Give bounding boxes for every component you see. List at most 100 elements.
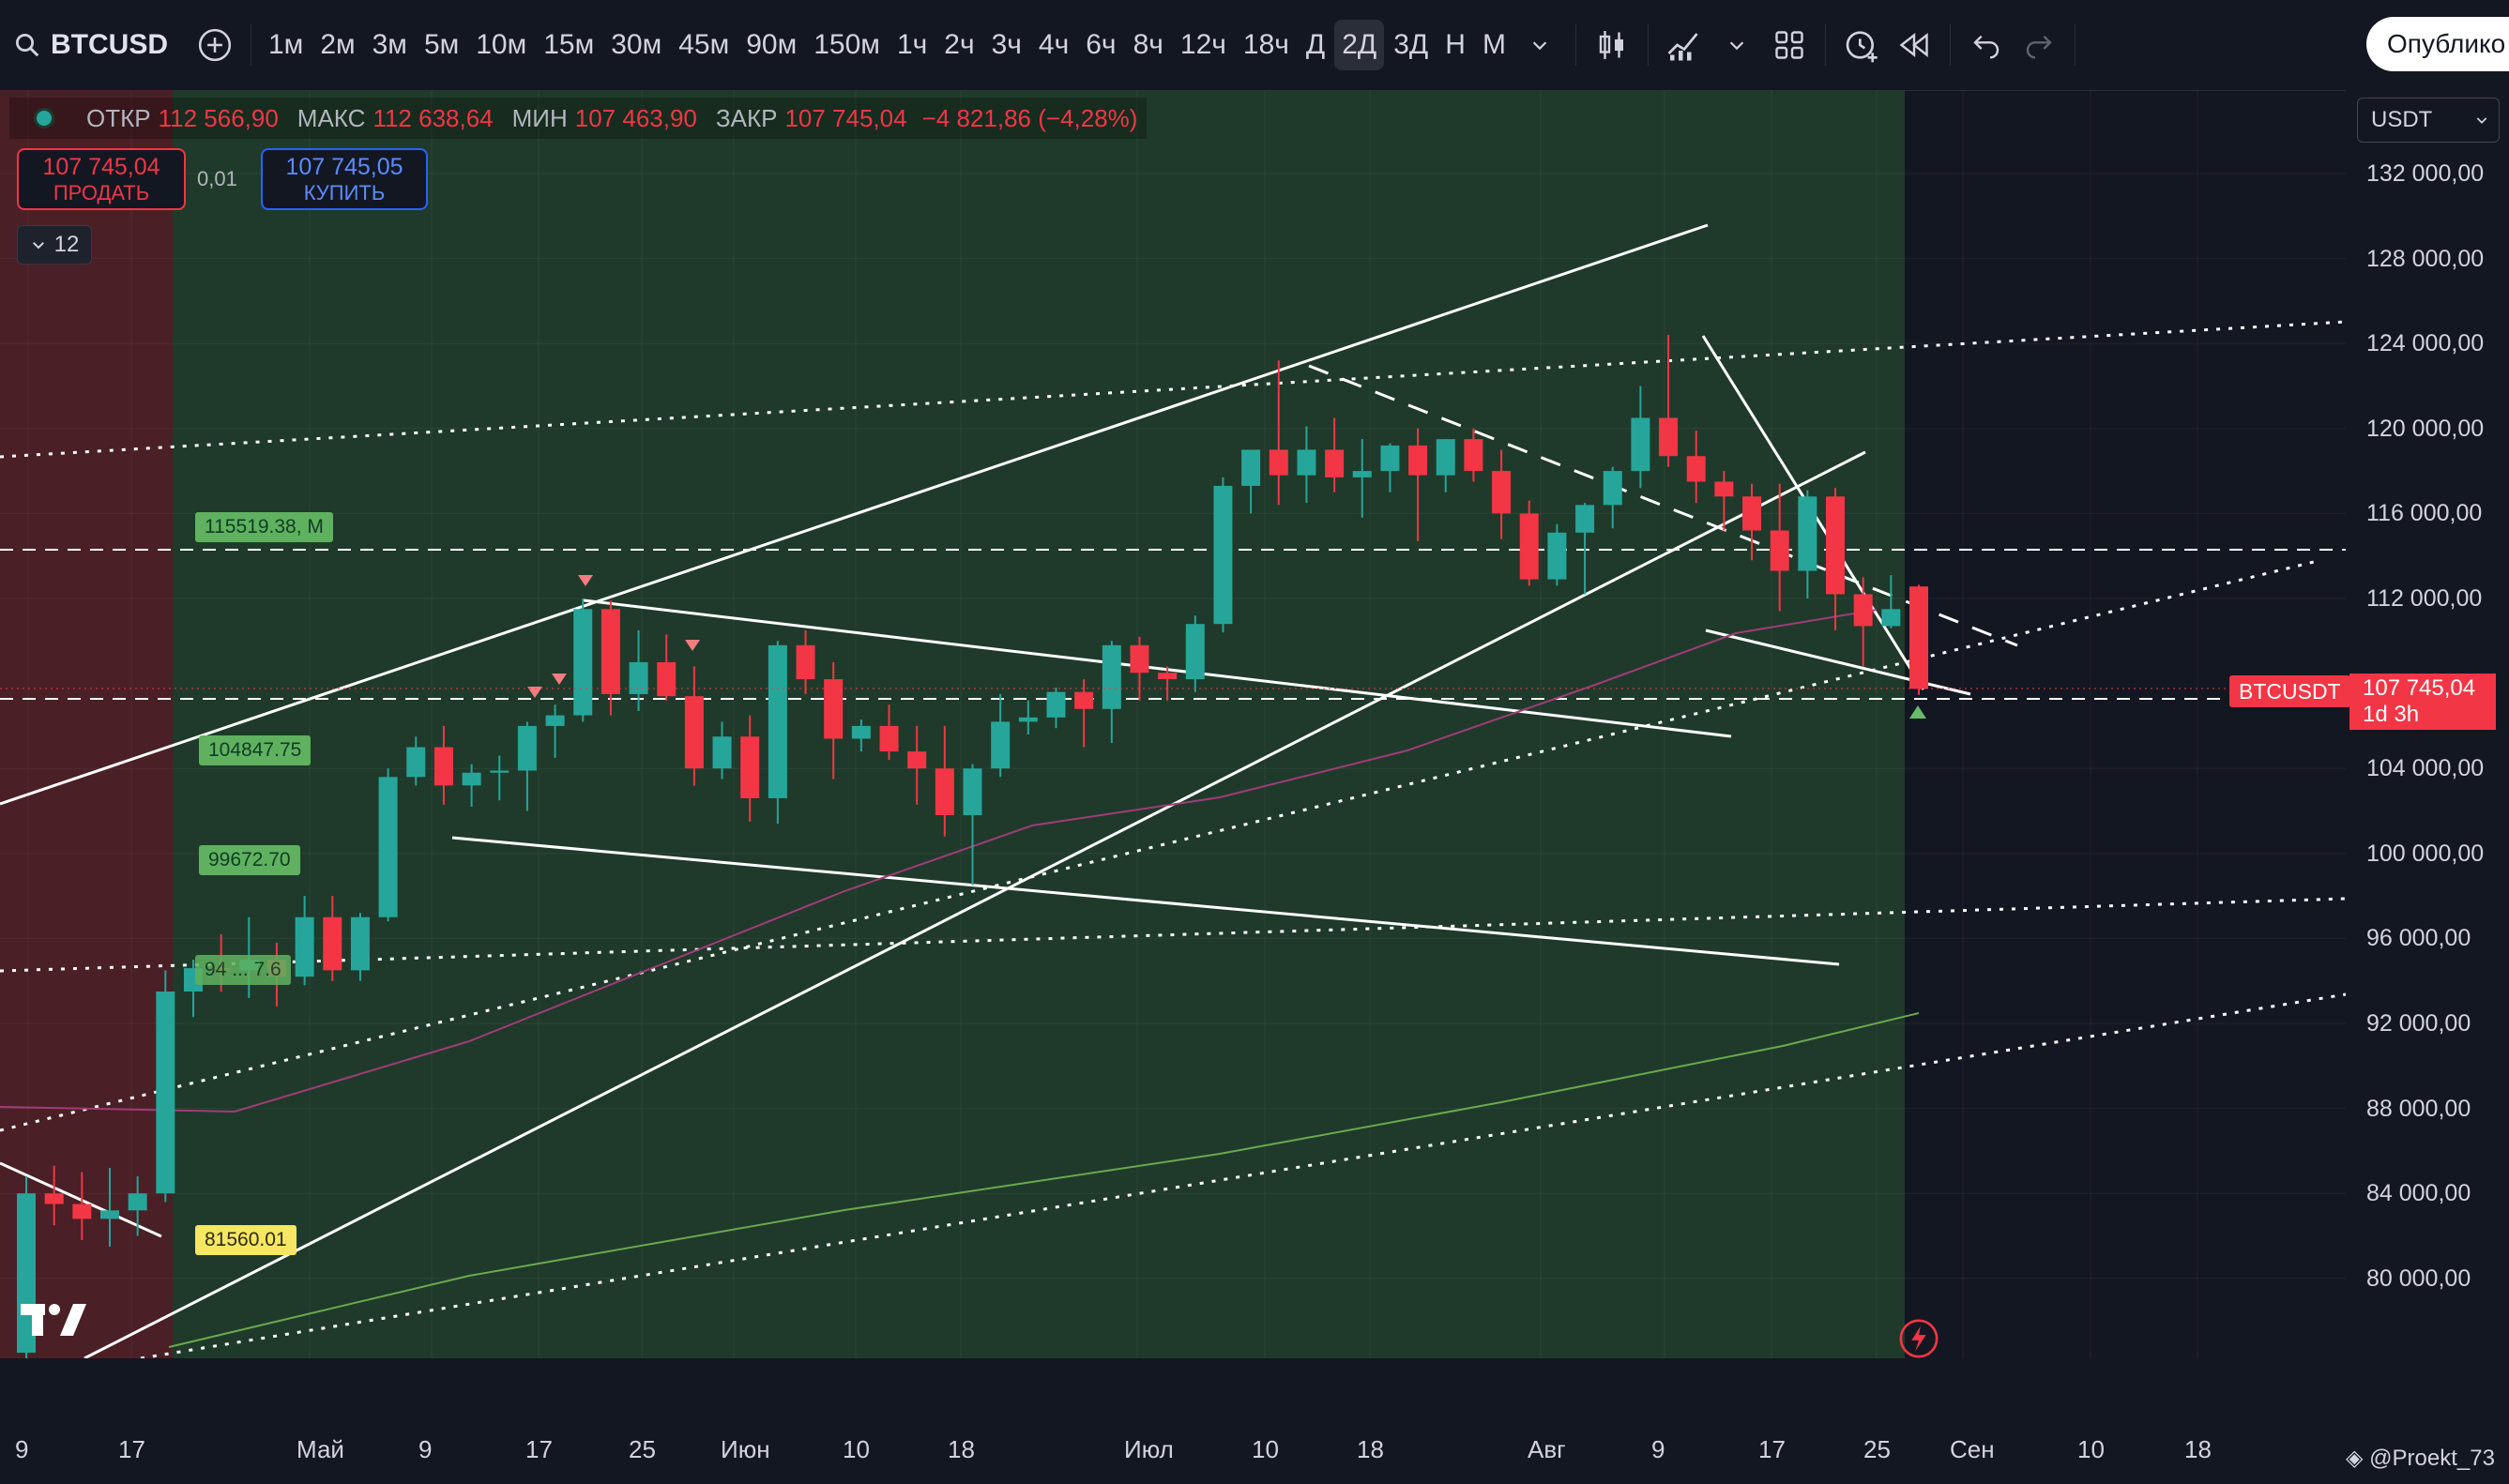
timeframe-button[interactable]: 8ч	[1133, 29, 1163, 60]
change-value: −4 821,86 (−4,28%)	[921, 103, 1138, 132]
timeframe-button[interactable]: 150м	[814, 29, 880, 60]
candle-body	[1659, 417, 1679, 457]
timeframe-button[interactable]: М	[1482, 29, 1506, 60]
timeframe-button[interactable]: 5м	[423, 29, 460, 60]
search-icon	[16, 34, 39, 57]
timeframe-button[interactable]: 30м	[611, 29, 662, 60]
toolbar-divider	[1574, 24, 1576, 66]
timeframe-dropdown-button[interactable]	[1513, 15, 1566, 75]
time-axis-label: 10	[1252, 1435, 1279, 1463]
redo-button[interactable]	[2013, 15, 2065, 75]
chevron-down-icon	[32, 242, 44, 250]
add-symbol-button[interactable]	[189, 15, 241, 75]
early-trend-line	[0, 1161, 162, 1238]
chart-type-button[interactable]	[1586, 15, 1638, 75]
open-value: 112 566,90	[158, 103, 279, 132]
tradingview-logo	[21, 1304, 86, 1336]
indicators-dropdown-button[interactable]	[1711, 15, 1763, 75]
timeframe-button[interactable]: 10м	[476, 29, 527, 60]
candle-body	[1269, 449, 1288, 476]
publish-button[interactable]: Опублико	[2366, 17, 2509, 71]
timeframe-button[interactable]: 3ч	[991, 29, 1022, 60]
chevron-down-icon	[1532, 41, 1547, 51]
price-axis-label: 124 000,00	[2366, 330, 2485, 357]
candle	[378, 768, 398, 922]
lightning-icon[interactable]	[1897, 1317, 1940, 1360]
candle	[1436, 439, 1455, 492]
candle-body	[991, 721, 1011, 769]
timeframe-button[interactable]: 2Д	[1334, 20, 1385, 70]
time-axis[interactable]	[0, 1422, 2509, 1484]
alert-button[interactable]	[1835, 15, 1888, 75]
price-axis-label: 116 000,00	[2366, 500, 2483, 527]
candle-body	[824, 679, 844, 739]
candle-body	[712, 736, 732, 769]
time-axis-label: Июл	[1124, 1435, 1174, 1463]
gridlines	[0, 90, 2346, 1358]
candle	[740, 715, 760, 822]
price-axis-label: 104 000,00	[2366, 755, 2485, 782]
timeframe-button[interactable]: 1м	[268, 29, 304, 60]
symbol-search[interactable]: BTCUSD	[0, 0, 189, 90]
candle	[657, 634, 677, 701]
indicators-toggle[interactable]: 12	[17, 225, 92, 265]
candle-body	[1631, 417, 1650, 472]
timeframe-button[interactable]: 18ч	[1242, 29, 1289, 60]
sell-button[interactable]: 107 745,04 ПРОДАТЬ	[17, 148, 186, 210]
time-axis-label: 25	[629, 1435, 656, 1463]
timeframe-button[interactable]: 3Д	[1393, 29, 1429, 60]
currency-value: USDT	[2371, 107, 2433, 132]
timeframe-button[interactable]: Н	[1445, 29, 1466, 60]
time-axis-label: 17	[1758, 1435, 1786, 1463]
indicators-button[interactable]	[1658, 15, 1711, 75]
candle-body	[1352, 471, 1372, 477]
candle-body	[490, 770, 509, 773]
diamond-icon: ◈	[2346, 1446, 2364, 1471]
timeframe-button[interactable]: 2ч	[944, 29, 975, 60]
chart-canvas[interactable]	[0, 90, 2346, 1358]
candle	[1659, 335, 1679, 467]
timeframe-button[interactable]: 15м	[543, 29, 595, 60]
currency-select[interactable]: USDT	[2357, 98, 2500, 143]
candle-body	[1909, 586, 1928, 689]
layouts-button[interactable]	[1763, 15, 1816, 75]
candle-body	[44, 1193, 64, 1204]
timeframe-button[interactable]: 3м	[372, 29, 407, 60]
channel-lower-line	[84, 450, 1866, 1358]
timeframe-button[interactable]: 1ч	[896, 29, 928, 60]
sell-label: ПРОДАТЬ	[53, 180, 150, 204]
candle-body	[128, 1193, 147, 1211]
timeframe-button[interactable]: 6ч	[1086, 29, 1117, 60]
level-label: 94 ... 7.6	[195, 955, 291, 985]
candle-body	[295, 916, 314, 977]
timeframe-button[interactable]: 90м	[746, 29, 798, 60]
candle-body	[1575, 505, 1595, 533]
timeframe-button[interactable]: 4ч	[1038, 29, 1070, 60]
timeframe-list: 1м 2м 3м 5м 10м 15м 30м 45м 90м 150м 1ч 2ч 3ч 4ч 6ч 8ч 1…	[261, 20, 1513, 70]
timeframe-button[interactable]: 45м	[678, 29, 730, 60]
time-axis-label: 18	[1357, 1435, 1384, 1463]
undo-button[interactable]	[1960, 15, 2013, 75]
order-quantity[interactable]: 0,01	[197, 167, 237, 190]
timeframe-button[interactable]: 12ч	[1179, 29, 1226, 60]
candle	[323, 896, 342, 981]
candle	[462, 764, 481, 807]
candle	[1714, 471, 1734, 531]
buy-button[interactable]: 107 745,05 КУПИТЬ	[261, 148, 428, 210]
candle-body	[406, 747, 426, 778]
signal-marker-down	[527, 687, 542, 698]
candle-body	[1714, 481, 1734, 497]
buy-price: 107 745,05	[285, 153, 403, 180]
time-axis-label: 25	[1863, 1435, 1891, 1463]
dotted-trend-1	[0, 320, 2346, 459]
price-axis-label: 120 000,00	[2366, 415, 2485, 442]
replay-button[interactable]	[1888, 15, 1940, 75]
candle-body	[1074, 691, 1094, 709]
timeframe-button[interactable]: Д	[1305, 29, 1326, 60]
timeframe-button[interactable]: 2м	[320, 29, 356, 60]
candle-body	[1018, 717, 1038, 722]
time-axis-label: 9	[15, 1435, 29, 1463]
price-axis-label: 88 000,00	[2366, 1095, 2471, 1122]
candle	[768, 641, 787, 825]
selection-zone-red	[0, 90, 173, 1358]
